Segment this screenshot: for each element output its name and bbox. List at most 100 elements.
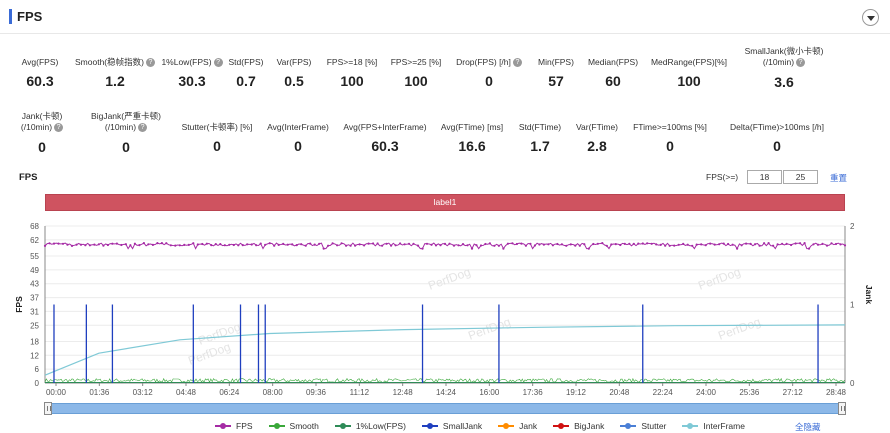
stats_row2-stat-1: BigJank(严重卡顿) (/10min)? 0	[66, 111, 186, 155]
fps-point	[767, 242, 770, 245]
fps-point	[781, 242, 784, 245]
stat-value: 0.7	[236, 73, 256, 89]
x-tick-label: 01:36	[89, 388, 110, 397]
fps-point	[165, 242, 168, 245]
stat-value: 100	[677, 73, 701, 89]
help-icon[interactable]: ?	[512, 58, 522, 68]
label-band[interactable]: label1	[45, 194, 845, 211]
fps-point	[452, 244, 456, 247]
fps-point	[542, 243, 546, 246]
fps-point	[205, 242, 208, 245]
fps-point	[650, 242, 653, 245]
fps-point	[511, 242, 514, 245]
y2-tick-label: 1	[850, 301, 855, 310]
fps-point	[111, 242, 114, 245]
fps-point	[322, 247, 325, 250]
fps-point	[232, 243, 235, 247]
fps-point	[394, 244, 397, 247]
legend-item-stutter[interactable]: Stutter	[620, 421, 666, 431]
stat-label-text: Drop(FPS) [/h]	[456, 57, 511, 67]
fps-point	[790, 243, 793, 247]
y-tick-label: 12	[30, 351, 39, 360]
scrollbar-handle-right[interactable]	[838, 402, 846, 415]
fps-point	[102, 244, 105, 247]
fps-point	[421, 247, 424, 250]
legend-label: Smooth	[289, 421, 319, 431]
legend-item-interframe[interactable]: InterFrame	[682, 421, 745, 431]
stat-label: Avg(InterFrame)	[238, 122, 358, 133]
fps-point	[313, 243, 316, 246]
fps-point	[318, 242, 321, 245]
fps-point	[722, 242, 725, 245]
stat-value: 1.7	[530, 138, 550, 154]
stats_row2-stat-0: Jank(卡顿) (/10min)? 0	[0, 111, 102, 155]
fps-point	[740, 244, 743, 247]
fps-point	[515, 242, 519, 246]
stat-value: 0	[485, 73, 493, 89]
y-axis-label: FPS	[14, 296, 24, 313]
x-tick-label: 14:24	[436, 388, 457, 397]
collapse-chevron-icon[interactable]	[862, 9, 879, 26]
reset-link[interactable]: 重置	[830, 173, 848, 183]
stat-value: 0	[213, 138, 221, 154]
stat-label-text: Std(FTime)	[518, 122, 562, 132]
legend-item-smooth[interactable]: Smooth	[268, 421, 319, 431]
fps-point	[336, 244, 339, 247]
legend-item-low[interactable]: 1%Low(FPS)	[334, 421, 406, 431]
fps-point	[133, 242, 136, 245]
stat-value: 100	[404, 73, 428, 89]
time-range-scrollbar[interactable]	[47, 403, 845, 414]
legend-label: 1%Low(FPS)	[355, 421, 406, 431]
y-tick-label: 6	[35, 365, 40, 374]
fps-point	[799, 242, 802, 245]
fps-point	[551, 244, 555, 247]
stat-label: Avg(FPS+InterFrame)	[325, 122, 445, 133]
legend-item-smalljank[interactable]: SmallJank	[421, 421, 482, 431]
fps-point	[304, 244, 307, 247]
fps-point	[354, 244, 357, 247]
accent-bar	[9, 9, 12, 24]
legend-label: BigJank	[574, 421, 605, 431]
legend-label: Stutter	[641, 421, 667, 431]
help-icon[interactable]: ?	[54, 123, 64, 133]
hide-all-link[interactable]: 全隐藏	[795, 422, 821, 432]
stat-label: Smooth(稳帧指数)?	[55, 57, 175, 68]
threshold-input-1[interactable]	[747, 170, 782, 184]
legend-item-jank[interactable]: Jank	[498, 421, 537, 431]
fps-point	[772, 244, 775, 247]
help-icon[interactable]: ?	[145, 58, 155, 68]
stat-label-text: MedRange(FPS)[%]	[650, 57, 728, 67]
help-icon[interactable]: ?	[796, 58, 806, 68]
stat-label: Stutter(卡顿率) [%]	[157, 122, 277, 133]
stat-value: 60.3	[371, 138, 399, 154]
scrollbar-handle-left[interactable]	[44, 402, 52, 415]
fps-point	[183, 243, 186, 246]
fps-point	[754, 243, 757, 246]
stat-label-text: BigJank(严重卡顿)	[91, 111, 161, 121]
fps-point	[309, 242, 312, 245]
fps-point	[632, 242, 635, 245]
stat-label: BigJank(严重卡顿)	[66, 111, 186, 122]
stat-label-text: Avg(InterFrame)	[267, 122, 329, 132]
fps-point	[587, 247, 590, 250]
fps-point	[803, 242, 806, 245]
fps-point	[88, 244, 91, 247]
stats_row1-stat-4: Var(FPS) 0.5	[234, 57, 354, 89]
threshold-input-2[interactable]	[783, 170, 818, 184]
fps-point	[264, 243, 267, 246]
fps-point	[79, 243, 83, 246]
legend-item-bigjank[interactable]: BigJank	[553, 421, 604, 431]
fps-point	[142, 242, 145, 245]
fps-point	[493, 244, 496, 247]
help-icon[interactable]: ?	[213, 58, 223, 68]
legend-item-fps[interactable]: FPS	[215, 421, 253, 431]
stat-value: 1.2	[105, 73, 125, 89]
fps-point	[201, 242, 204, 246]
fps-point	[614, 243, 617, 246]
fps-point	[655, 243, 658, 246]
stat-label: FTime>=100ms [%]	[610, 122, 730, 133]
help-icon[interactable]: ?	[138, 123, 148, 133]
y-tick-label: 31	[30, 307, 39, 316]
stat-label-text: 1%Low(FPS)	[161, 57, 212, 67]
